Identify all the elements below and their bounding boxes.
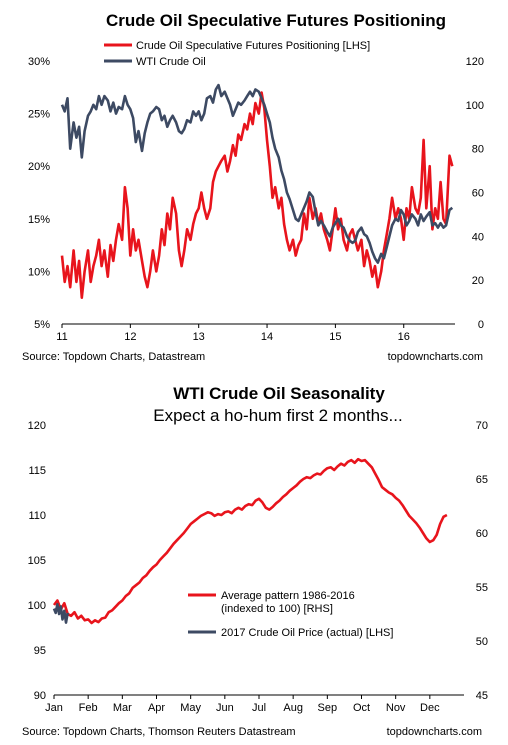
- y-left-tick-label: 120: [28, 420, 46, 432]
- x-tick-label: Aug: [283, 702, 303, 714]
- chart-title: WTI Crude Oil Seasonality: [173, 384, 385, 403]
- x-tick-label: 13: [193, 331, 205, 343]
- y-right-tick-label: 20: [472, 275, 484, 287]
- legend-label: WTI Crude Oil: [136, 56, 206, 68]
- y-left-tick-label: 105: [28, 555, 46, 567]
- x-tick-label: 12: [124, 331, 136, 343]
- x-tick-label: 15: [329, 331, 341, 343]
- source-note: Source: Topdown Charts, Datastream: [22, 351, 205, 363]
- y-right-tick-label: 80: [472, 144, 484, 156]
- x-tick-label: 11: [56, 331, 67, 343]
- y-right-tick-label: 0: [478, 319, 484, 331]
- y-left-tick-label: 90: [34, 690, 46, 702]
- x-tick-label: Feb: [79, 702, 98, 714]
- y-left-tick-label: 20%: [28, 161, 50, 173]
- series-line-navy: [52, 603, 69, 624]
- y-left-tick-label: 95: [34, 645, 46, 657]
- y-right-tick-label: 45: [476, 690, 488, 702]
- series-lines: [60, 83, 454, 299]
- source-note: Source: Topdown Charts, Thomson Reuters …: [22, 726, 296, 738]
- axes: Jan Feb Mar Apr May Jun Jul Aug Sep Oct Nov Dec 90 95…: [28, 420, 488, 714]
- y-left-tick-label: 115: [28, 465, 46, 477]
- legend-label: Average pattern 1986-2016: [221, 590, 355, 602]
- x-tick-label: Dec: [420, 702, 440, 714]
- x-tick-label: Jul: [252, 702, 266, 714]
- x-tick-label: Sep: [318, 702, 338, 714]
- y-right-tick-label: 50: [476, 636, 488, 648]
- y-left-tick-label: 10%: [28, 266, 50, 278]
- axes: 11 12 13 14 15 16 5% 10% 15% 20% 25% 30% 0 20 40 60 80 10…: [28, 56, 484, 343]
- y-left-tick-label: 100: [28, 600, 46, 612]
- seasonality-chart: WTI Crude Oil Seasonality Expect a ho-hu…: [22, 384, 488, 738]
- series-line-red: [60, 91, 454, 299]
- x-tick-label: Apr: [148, 702, 165, 714]
- y-left-tick-label: 110: [28, 510, 46, 522]
- y-right-tick-label: 40: [472, 231, 484, 243]
- y-right-tick-label: 100: [466, 100, 484, 112]
- positioning-chart: Crude Oil Speculative Futures Positionin…: [22, 11, 484, 363]
- y-right-tick-label: 60: [472, 188, 484, 200]
- watermark: topdowncharts.com: [387, 726, 482, 738]
- y-right-tick-label: 65: [476, 474, 488, 486]
- chart-subtitle: Expect a ho-hum first 2 months...: [153, 406, 402, 425]
- x-tick-label: Mar: [113, 702, 132, 714]
- legend-label: 2017 Crude Oil Price (actual) [LHS]: [221, 627, 393, 639]
- watermark: topdowncharts.com: [388, 351, 483, 363]
- x-tick-label: May: [180, 702, 201, 714]
- y-right-tick-label: 70: [476, 420, 488, 432]
- x-tick-label: Jun: [216, 702, 234, 714]
- y-left-tick-label: 30%: [28, 56, 50, 68]
- series-line-navy: [60, 83, 454, 264]
- y-left-tick-label: 15%: [28, 214, 50, 226]
- x-tick-label: 16: [398, 331, 410, 343]
- chart-title: Crude Oil Speculative Futures Positionin…: [106, 11, 446, 30]
- x-tick-label: Jan: [45, 702, 63, 714]
- series-line-red: [52, 457, 448, 625]
- x-tick-label: 14: [261, 331, 273, 343]
- y-right-tick-label: 120: [466, 56, 484, 68]
- legend: Average pattern 1986-2016(indexed to 100…: [188, 590, 393, 639]
- x-tick-label: Nov: [386, 702, 406, 714]
- legend-label: Crude Oil Speculative Futures Positionin…: [136, 40, 370, 52]
- series-lines: [52, 457, 448, 625]
- legend: Crude Oil Speculative Futures Positionin…: [104, 40, 370, 68]
- y-left-tick-label: 25%: [28, 109, 50, 121]
- y-right-tick-label: 60: [476, 528, 488, 540]
- x-tick-label: Oct: [353, 702, 370, 714]
- y-right-tick-label: 55: [476, 582, 488, 594]
- y-left-tick-label: 5%: [34, 319, 50, 331]
- legend-label: (indexed to 100) [RHS]: [221, 603, 333, 615]
